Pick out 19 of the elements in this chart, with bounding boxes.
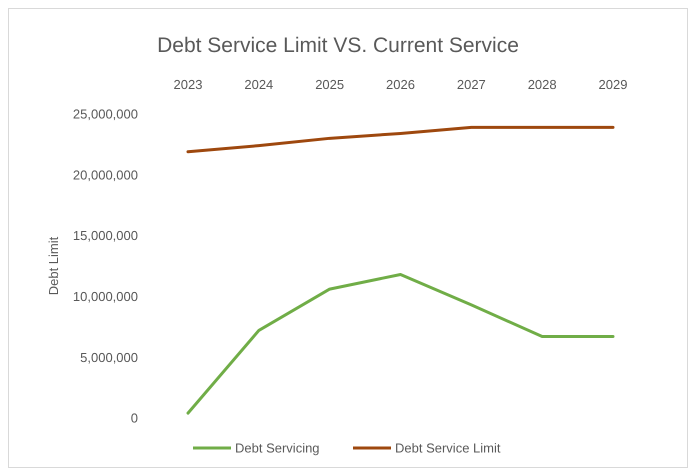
y-tick-label: 15,000,000	[72, 228, 138, 244]
x-tick-label: 2026	[386, 77, 415, 92]
y-tick-label: 20,000,000	[72, 167, 138, 182]
x-tick-label: 2023	[174, 77, 202, 92]
line-series	[186, 126, 614, 154]
x-tick-label: 2027	[456, 77, 486, 92]
x-tick-label: 2028	[528, 77, 557, 92]
y-tick-label: 25,000,000	[72, 106, 138, 122]
y-tick-label: 10,000,000	[72, 288, 138, 304]
y-axis-title: Debt Limit	[46, 236, 61, 296]
chart-title: Debt Service Limit VS. Current Service	[157, 34, 519, 57]
legend-label: Debt Service Limit	[395, 440, 501, 456]
x-tick-label: 2029	[598, 77, 628, 92]
y-tick-label: 0	[130, 410, 138, 426]
x-tick-label: 2025	[315, 77, 344, 92]
y-tick-label: 5,000,000	[80, 350, 138, 365]
legend-label: Debt Servicing	[235, 440, 320, 456]
x-tick-label: 2024	[244, 77, 274, 92]
line-series	[186, 273, 614, 415]
